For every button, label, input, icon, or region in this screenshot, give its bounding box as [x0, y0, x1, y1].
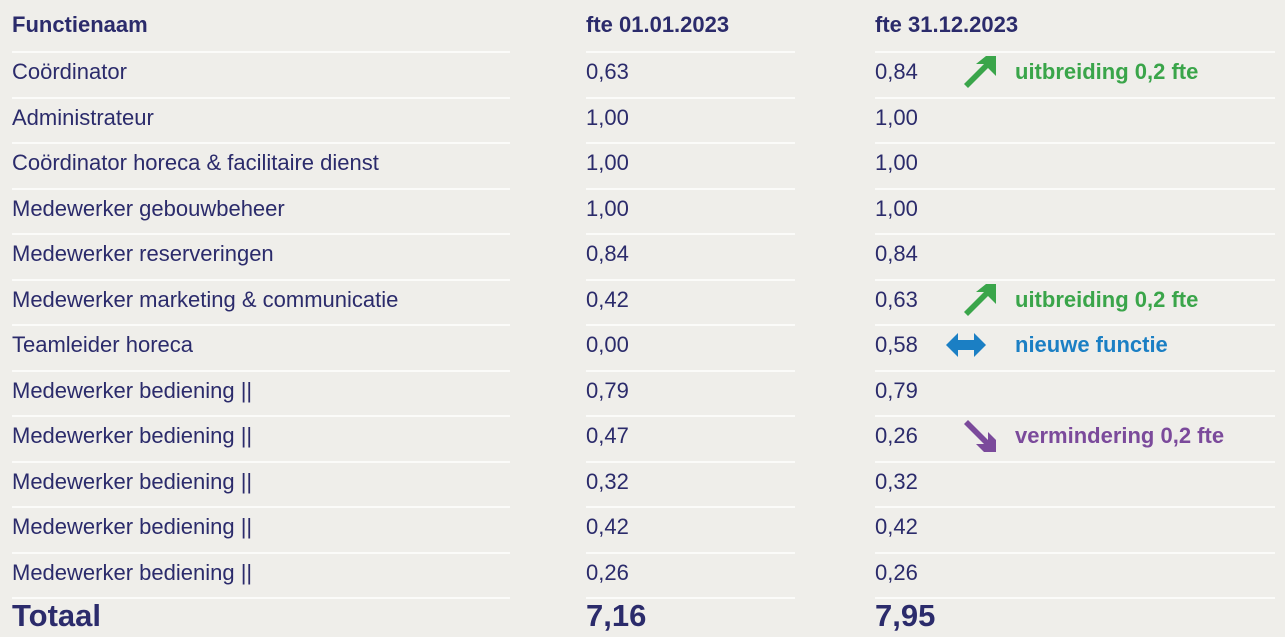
header-cell: fte 01.01.2023: [586, 12, 730, 37]
fte-cell: 0,79: [875, 377, 918, 403]
name-cell: Teamleider horeca: [12, 332, 193, 357]
fte-cell: 1,00: [875, 104, 918, 130]
icon-shape: [946, 333, 986, 357]
row-separator: [12, 233, 510, 235]
row-separator: [875, 51, 1275, 53]
row-separator: [586, 187, 795, 190]
change-icon: [964, 56, 996, 88]
fte-cell: 0,63: [586, 59, 629, 84]
name-cell: Medewerker gebouwbeheer: [12, 195, 285, 221]
fte-cell: 0,26: [586, 559, 629, 585]
row-separator: [875, 551, 1275, 554]
total-cell: Totaal: [12, 598, 101, 633]
fte-cell: 0,79: [586, 377, 629, 403]
row-separator: [586, 324, 795, 326]
row-separator: [875, 233, 1275, 235]
row-separator: [586, 506, 795, 508]
icon-shape: [964, 420, 996, 452]
row-separator: [12, 460, 510, 463]
row-separator: [12, 415, 510, 417]
fte-cell: 0,42: [586, 286, 629, 312]
row-separator: [586, 369, 795, 372]
row-separator: [875, 278, 1275, 281]
row-separator: [875, 187, 1275, 190]
fte-cell: 0,42: [875, 514, 918, 539]
row-separator: [586, 233, 795, 235]
fte-cell: 0,00: [586, 332, 629, 357]
fte-cell: 0,26: [875, 559, 918, 585]
row-separator: [586, 415, 795, 417]
row-separator: [586, 278, 795, 281]
fte-cell: 1,00: [875, 150, 918, 175]
name-cell: Medewerker bediening ||: [12, 514, 253, 539]
name-cell: Coördinator: [12, 59, 127, 84]
icon-shape: [964, 56, 996, 88]
row-separator: [12, 369, 510, 372]
row-separator: [586, 597, 795, 599]
name-cell: Administrateur: [12, 104, 154, 130]
change-icon: [964, 283, 996, 316]
row-separator: [875, 324, 1275, 326]
name-cell: Medewerker bediening ||: [12, 377, 253, 403]
row-separator: [586, 460, 795, 463]
icon-shape: [964, 283, 996, 316]
fte-cell: 0,42: [586, 514, 629, 539]
row-separator: [12, 597, 510, 599]
total-cell: 7,95: [875, 598, 936, 633]
fte-cell: 1,00: [586, 195, 629, 221]
fte-cell: 1,00: [586, 104, 629, 130]
name-cell: Medewerker bediening ||: [12, 468, 253, 494]
row-separator: [875, 415, 1275, 417]
row-separator: [586, 96, 795, 99]
name-cell: Medewerker reserveringen: [12, 241, 274, 266]
row-separator: [875, 142, 1275, 144]
total-cell: 7,16: [586, 598, 647, 633]
fte-cell: 0,47: [586, 423, 629, 448]
row-separator: [875, 460, 1275, 463]
change-note: vermindering 0,2 fte: [1015, 423, 1225, 448]
header-cell: Functienaam: [12, 12, 148, 37]
fte-cell: 0,63: [875, 286, 918, 312]
row-separator: [12, 506, 510, 508]
fte-cell: 0,32: [586, 468, 629, 494]
change-note: uitbreiding 0,2 fte: [1015, 59, 1199, 84]
fte-cell: 0,58: [875, 332, 918, 357]
row-separator: [12, 96, 510, 99]
row-separator: [586, 142, 795, 144]
name-cell: Medewerker bediening ||: [12, 559, 253, 585]
row-separator: [875, 597, 1275, 599]
fte-cell: 0,84: [875, 59, 918, 84]
name-cell: Medewerker marketing & communicatie: [12, 286, 399, 312]
fte-cell: 1,00: [586, 150, 629, 175]
row-separator: [875, 506, 1275, 508]
row-separator: [586, 51, 795, 53]
change-note: uitbreiding 0,2 fte: [1015, 286, 1199, 312]
row-separator: [875, 369, 1275, 372]
fte-cell: 0,26: [875, 423, 918, 448]
row-separator: [12, 278, 510, 281]
header-cell: fte 31.12.2023: [875, 12, 1019, 37]
row-separator: [12, 551, 510, 554]
row-separator: [12, 142, 510, 144]
fte-cell: 0,32: [875, 468, 918, 494]
row-separator: [875, 96, 1275, 99]
row-separator: [586, 551, 795, 554]
fte-cell: 1,00: [875, 195, 918, 221]
fte-cell: 0,84: [875, 241, 918, 266]
fte-cell: 0,84: [586, 241, 629, 266]
name-cell: Coördinator horeca & facilitaire dienst: [12, 150, 379, 175]
row-separator: [12, 51, 510, 53]
row-separator: [12, 324, 510, 326]
change-note: nieuwe functie: [1015, 332, 1168, 357]
name-cell: Medewerker bediening ||: [12, 423, 253, 448]
change-icon: [964, 420, 996, 452]
row-separator: [12, 187, 510, 190]
change-icon: [946, 333, 986, 357]
